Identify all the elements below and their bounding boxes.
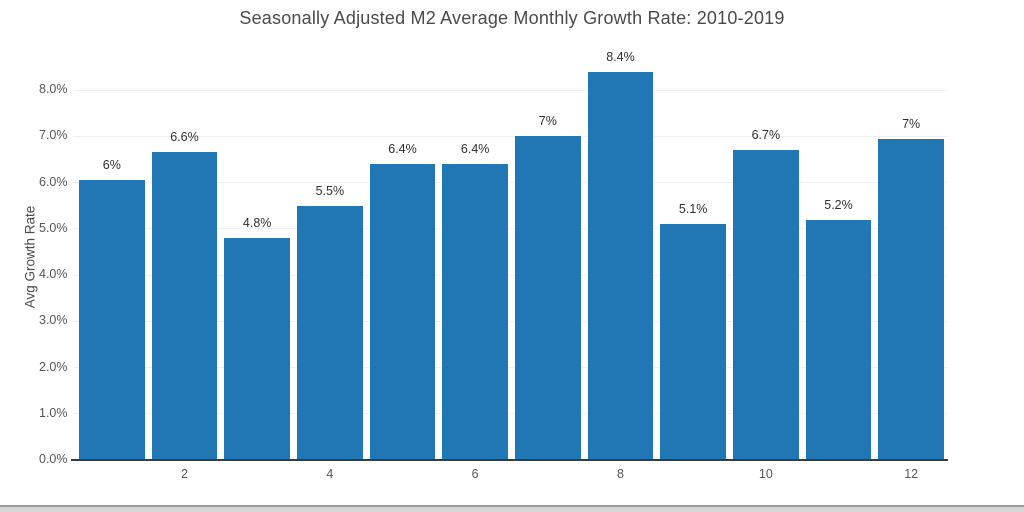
y-gridline [72,274,948,276]
bar-value-label: 6.6% [170,130,199,145]
bar-month-11[interactable] [805,219,872,460]
bar-value-label: 7% [902,116,921,131]
bar-value-label: 7% [538,114,557,129]
bar-value-label: 5.1% [678,202,708,217]
y-gridline [72,89,948,91]
bar-month-8[interactable] [587,71,654,460]
bar-value-label: 6% [102,158,121,173]
bar-value-label: 6.4% [460,142,490,156]
y-tick-label: 1.0% [39,405,68,420]
bar-month-7[interactable] [515,136,581,460]
x-tick-label: 8 [617,467,624,481]
x-tick-label: 2 [181,467,188,481]
bar-value-label: 8.4% [606,49,635,64]
y-gridline [72,135,948,137]
bar-month-5[interactable] [369,164,436,460]
y-tick-label: 4.0% [39,267,68,281]
y-gridline [72,413,948,415]
x-tick-label: 6 [471,467,479,481]
bar-value-label: 6.4% [388,142,417,156]
bar-month-2[interactable] [151,152,218,460]
bottom-divider-line [0,505,1024,507]
y-gridline [72,367,948,368]
y-tick-label: 2.0% [39,359,68,374]
bottom-divider-fill [0,507,1024,512]
y-gridline [72,228,948,230]
y-tick-label: 6.0% [39,174,68,189]
y-gridline [72,182,948,183]
y-tick-label: 8.0% [39,82,68,96]
x-tick-label: 12 [904,467,919,481]
x-axis-line [70,459,948,461]
y-tick-label: 0.0% [39,452,68,466]
y-tick-label: 3.0% [39,313,68,328]
x-tick-label: 10 [758,467,773,481]
bar-month-1[interactable] [79,180,145,460]
bar-value-label: 5.2% [824,197,853,212]
bar-month-3[interactable] [224,238,290,460]
bar-month-6[interactable] [442,164,508,460]
bar-month-12[interactable] [878,138,944,460]
x-tick-label: 4 [326,467,334,481]
bar-value-label: 6.7% [751,128,781,143]
bar-value-label: 4.8% [242,216,272,230]
bar-value-label: 5.5% [315,183,345,198]
y-tick-label: 7.0% [39,128,68,143]
chart-title: Seasonally Adjusted M2 Average Monthly G… [239,8,785,28]
bar-month-9[interactable] [660,224,726,460]
bar-month-10[interactable] [733,150,799,460]
y-tick-label: 5.0% [39,220,68,235]
y-gridline [72,320,948,322]
bar-month-4[interactable] [297,205,363,460]
